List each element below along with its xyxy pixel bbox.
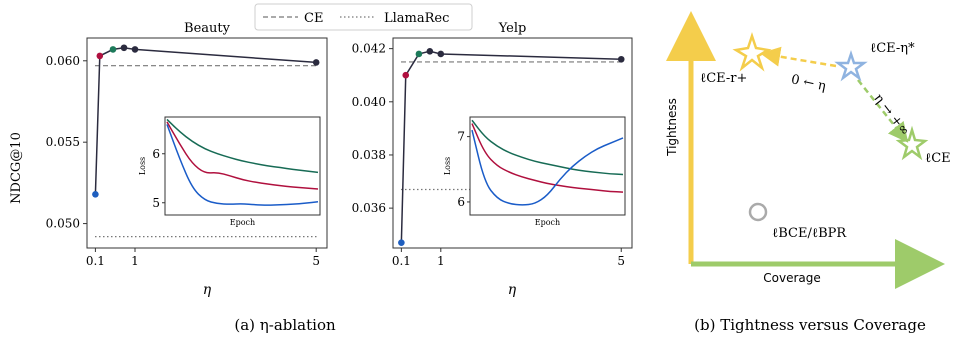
- panel-title: Yelp: [498, 21, 527, 36]
- coverage-label: Coverage: [763, 271, 821, 285]
- y-tick-label: 0.036: [352, 201, 386, 215]
- diagram-tightness-coverage: Tightness Coverage ℓCE-r+ ℓCE-η* ℓCE ℓBC…: [665, 11, 951, 289]
- inset-y-label: Loss: [443, 157, 452, 175]
- circle-label: ℓBCE/ℓBPR: [772, 226, 847, 241]
- arrow-to-green-star: [857, 79, 909, 143]
- inset-x-label: Epoch: [230, 218, 255, 227]
- data-point: [109, 46, 117, 53]
- panel-title: Beauty: [184, 21, 231, 36]
- panel-beauty: Beauty 0.050 0.055 0.060 0.1 1 5 5 6 Epoch Loss: [46, 21, 328, 268]
- loss-curve-green: [166, 118, 319, 174]
- loss-curve-red: [471, 123, 624, 193]
- x-tick-label: 0.1: [86, 254, 105, 268]
- legend-llamarec-label: LlamaRec: [384, 11, 449, 26]
- data-point: [92, 190, 99, 198]
- data-point: [426, 47, 434, 55]
- x-tick-label: 5: [617, 254, 625, 268]
- caption-b: (b) Tightness versus Coverage: [694, 316, 926, 334]
- x-axis-label-yelp: η: [508, 282, 517, 298]
- y-tick-label: 0.042: [352, 42, 386, 56]
- data-point: [131, 46, 139, 53]
- inset-y-tick-label: 7: [457, 130, 465, 144]
- loss-curve-green: [471, 119, 624, 176]
- star-green-label: ℓCE: [925, 151, 951, 166]
- arrow-down-label: η → +∞: [871, 91, 913, 139]
- inset-area: [469, 116, 626, 216]
- arrow-left-label: 0 ← η: [790, 72, 828, 94]
- data-point: [96, 52, 104, 60]
- y-tick-label: 0.038: [352, 148, 386, 162]
- panel-yelp: Yelp 0.036 0.038 0.040 0.042 0.1 1 5 6 7 Epoch Loss: [352, 21, 633, 268]
- caption-a: (a) η-ablation: [234, 316, 336, 334]
- ndcg-line: [94, 47, 317, 195]
- y-axis-label: NDCG@10: [9, 132, 24, 204]
- x-tick-label: 5: [312, 254, 320, 268]
- loss-curve-blue: [166, 124, 319, 206]
- data-point: [617, 55, 625, 63]
- data-point: [402, 71, 410, 79]
- legend: CE LlamaRec: [254, 3, 473, 31]
- x-tick-label: 1: [437, 254, 445, 268]
- data-point: [312, 59, 320, 66]
- tightness-label: Tightness: [665, 98, 679, 157]
- ndcg-line: [400, 50, 622, 243]
- inset-y-tick-label: 5: [152, 196, 160, 210]
- inset-area: [164, 116, 321, 216]
- star-yellow-label: ℓCE-r+: [700, 71, 747, 86]
- x-tick-label: 0.1: [392, 254, 411, 268]
- y-tick-label: 0.055: [46, 135, 80, 149]
- data-point: [415, 50, 423, 58]
- star-blue-icon: [834, 50, 868, 82]
- y-tick-label: 0.050: [46, 217, 80, 231]
- inset-y-tick-label: 6: [152, 147, 160, 161]
- inset-x-label: Epoch: [535, 218, 560, 227]
- star-blue-label: ℓCE-η*: [870, 41, 915, 56]
- data-point: [398, 239, 405, 246]
- inset-y-tick-label: 6: [457, 195, 465, 209]
- x-tick-label: 1: [131, 254, 139, 268]
- inset-y-label: Loss: [138, 157, 147, 175]
- x-axis-label-beauty: η: [203, 282, 212, 298]
- data-point: [120, 44, 128, 52]
- arrow-to-yellow-star: [760, 46, 837, 68]
- y-tick-label: 0.060: [46, 54, 80, 68]
- star-yellow-icon: [732, 32, 772, 72]
- loss-curve-blue: [471, 129, 624, 206]
- data-point: [437, 50, 445, 58]
- legend-ce-label: CE: [304, 11, 323, 26]
- circle-gray-icon: [748, 202, 768, 222]
- loss-curve-red: [166, 121, 319, 190]
- y-tick-label: 0.040: [352, 95, 386, 109]
- star-green-icon: [895, 125, 929, 161]
